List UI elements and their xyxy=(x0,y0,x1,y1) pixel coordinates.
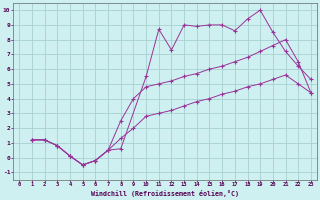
X-axis label: Windchill (Refroidissement éolien,°C): Windchill (Refroidissement éolien,°C) xyxy=(91,190,239,197)
